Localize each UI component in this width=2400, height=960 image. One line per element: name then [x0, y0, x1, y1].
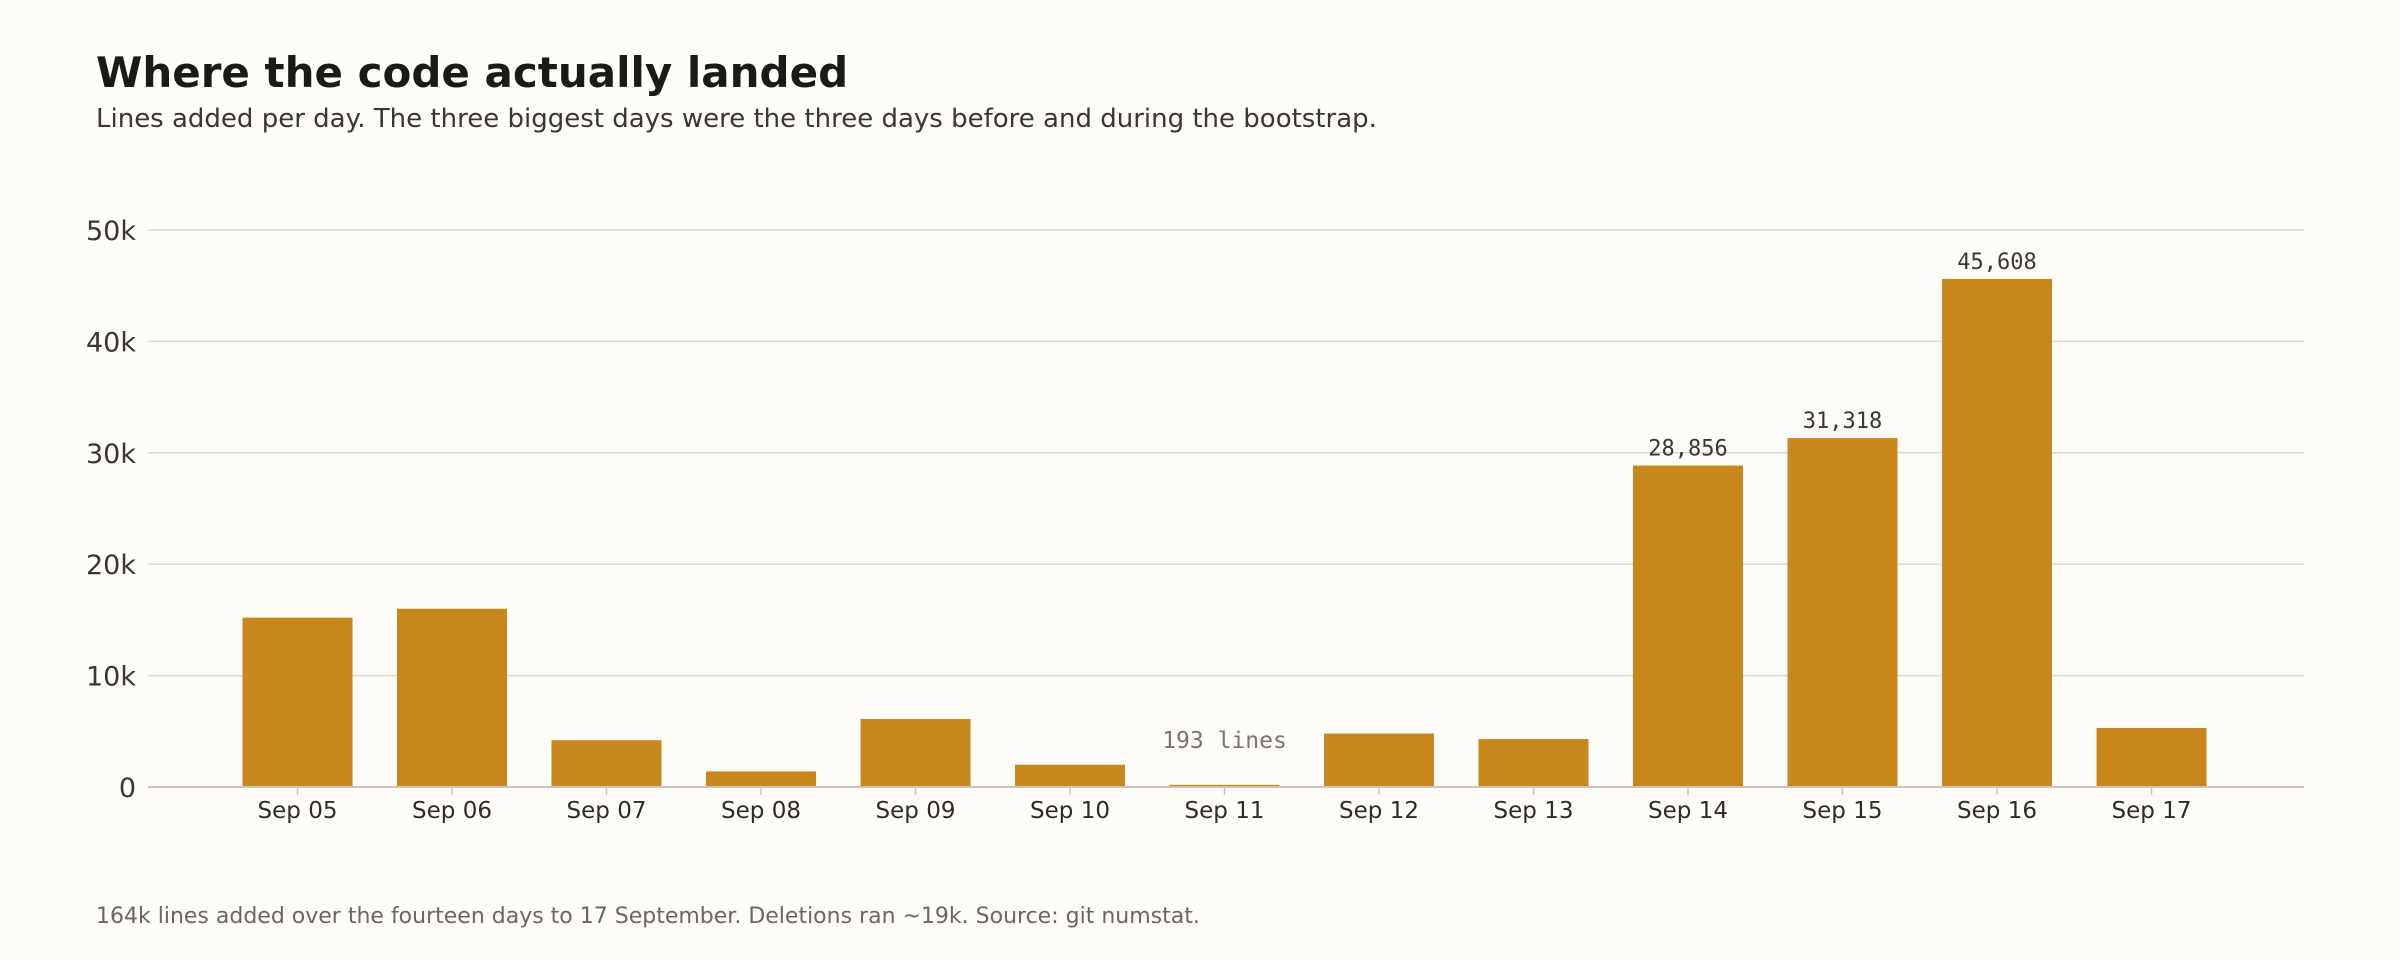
- bar: [242, 617, 353, 787]
- bar: [1324, 733, 1434, 787]
- x-tick-label: Sep 09: [876, 798, 956, 824]
- x-axis-ticks: Sep 05 Sep 06 Sep 07 Sep 08 Sep 09 Sep 10 Sep …: [258, 787, 2192, 824]
- bar-value-label: 28,856: [1648, 437, 1727, 462]
- y-tick-label: 0: [119, 773, 136, 804]
- x-tick-label: Sep 13: [1494, 798, 1574, 824]
- chart-footnote: 164k lines added over the fourteen days …: [96, 904, 1200, 929]
- bar-data-labels: 28,856 31,318 45,608 193 lines: [1162, 250, 2037, 754]
- bar: [706, 771, 816, 787]
- x-tick-label: Sep 12: [1339, 798, 1419, 824]
- y-tick-label: 40k: [86, 327, 136, 358]
- chart-title: Where the code actually landed: [96, 48, 849, 97]
- bar: [397, 608, 507, 787]
- bar-value-label: 45,608: [1957, 250, 2036, 275]
- x-tick-label: Sep 14: [1648, 798, 1728, 824]
- y-tick-label: 30k: [86, 439, 136, 470]
- x-tick-label: Sep 10: [1030, 798, 1110, 824]
- bar: [2096, 727, 2207, 787]
- bars: [242, 278, 2207, 787]
- bar-value-label: 31,318: [1803, 409, 1882, 434]
- chart-subtitle: Lines added per day. The three biggest d…: [96, 104, 1377, 134]
- x-tick-label: Sep 07: [567, 798, 647, 824]
- bar: [1478, 739, 1589, 787]
- x-tick-label: Sep 06: [412, 798, 492, 824]
- bar: [860, 719, 971, 787]
- bar: [1015, 764, 1125, 787]
- bar: [1787, 438, 1898, 787]
- y-axis-ticks: 0 10k 20k 30k 40k 50k: [86, 216, 136, 804]
- x-tick-label: Sep 08: [721, 798, 801, 824]
- y-tick-label: 10k: [86, 662, 136, 693]
- x-tick-label: Sep 15: [1803, 798, 1883, 824]
- bar: [1942, 278, 2052, 787]
- x-tick-label: Sep 17: [2112, 798, 2192, 824]
- y-tick-label: 20k: [86, 550, 136, 581]
- x-tick-label: Sep 11: [1185, 798, 1265, 824]
- bar: [1633, 465, 1743, 787]
- bar: [551, 740, 662, 787]
- y-tick-label: 50k: [86, 216, 136, 247]
- x-tick-label: Sep 16: [1957, 798, 2037, 824]
- x-tick-label: Sep 05: [258, 798, 338, 824]
- bar-annotation: 193 lines: [1162, 728, 1287, 754]
- bar: [1169, 784, 1280, 787]
